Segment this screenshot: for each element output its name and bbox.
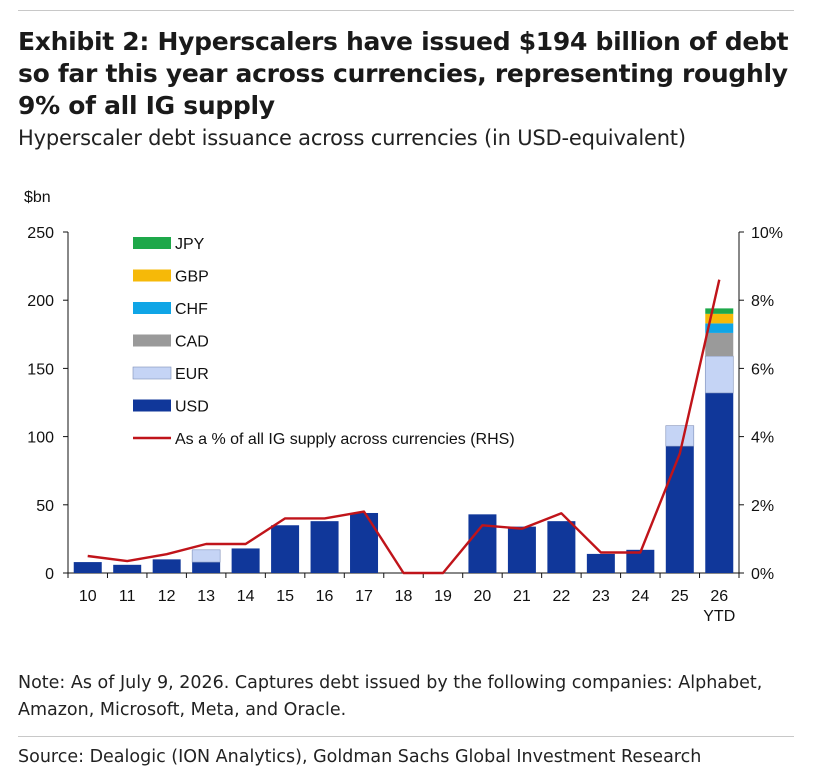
bar-usd [271,525,300,573]
bar-chf [705,323,734,333]
legend-label-jpy: JPY [175,236,205,253]
bar-usd [547,521,576,573]
x-axis-tick-label: 18 [395,588,413,605]
x-axis-tick-label: 26 [710,588,728,605]
legend-label-ig-share: As a % of all IG supply across currencie… [175,431,515,448]
left-axis-tick-label: 50 [36,498,54,515]
bottom-rule [18,736,794,737]
legend-swatch-cad [133,334,171,347]
x-axis-tick-label: 23 [592,588,610,605]
chart-legend: JPY GBP CHF CAD EUR USD As a % of all IG suppl… [132,236,515,448]
legend-label-eur: EUR [175,366,209,383]
exhibit-title: Exhibit 2: Hyperscalers have issued $194… [18,27,789,120]
chart-source: Source: Dealogic (ION Analytics), Goldma… [18,747,702,767]
right-axis-tick-label: 8% [751,293,774,310]
chart-subtitle: Hyperscaler debt issuance across currenc… [18,126,686,150]
legend-label-usd: USD [175,399,209,416]
legend-label-gbp: GBP [175,269,209,286]
right-axis-tick-label: 2% [751,498,774,515]
top-rule [18,10,794,11]
left-axis-tick-label: 0 [45,566,54,583]
left-axis-tick-label: 200 [27,293,54,310]
legend-label-chf: CHF [175,301,208,318]
x-axis-tick-label: 12 [158,588,176,605]
bar-usd [665,446,694,573]
bar-usd [73,562,102,573]
x-axis-tick-label: 22 [552,588,570,605]
chart-axes: $bn 0 50 100 150 200 250 0% 2% 4% 6% 8% 10% 10 11 12 13 1… [24,189,783,625]
right-axis-tick-label: 4% [751,430,774,447]
bar-usd [350,512,379,573]
legend-swatch-jpy [133,237,171,249]
x-axis-tick-label: 19 [434,588,452,605]
bar-usd [192,562,221,573]
x-axis-tick-label: 21 [513,588,531,605]
x-axis-tick-label: 13 [197,588,215,605]
x-axis-tick-label: 14 [237,588,255,605]
line-series [87,279,721,575]
bar-usd [626,549,655,573]
right-axis-tick-label: 0% [751,566,774,583]
legend-swatch-gbp [133,269,171,282]
bar-usd [152,559,181,573]
x-axis-tick-label: 15 [276,588,294,605]
legend-swatch-eur [132,366,172,380]
x-axis-tick-label: 10 [79,588,97,605]
legend-swatch-chf [133,302,171,314]
chart-note: Note: As of July 9, 2026. Captures debt … [18,673,763,720]
bar-usd [705,392,734,573]
left-axis-tick-label: 250 [27,225,54,242]
x-axis-tick-label: 17 [355,588,373,605]
x-axis-tick-sublabel: YTD [703,608,735,625]
bar-jpy [705,308,734,314]
bar-eur [665,425,695,447]
x-axis-tick-label: 24 [631,588,649,605]
left-axis-tick-label: 150 [27,361,54,378]
bar-usd [586,553,615,573]
bar-usd [468,514,497,573]
x-axis-tick-label: 11 [119,588,136,605]
x-axis-tick-label: 25 [671,588,689,605]
issuance-chart: $bn 0 50 100 150 200 250 0% 2% 4% 6% 8% 10% 10 11 12 13 1… [24,189,783,625]
x-axis-tick-label: 20 [474,588,492,605]
left-axis-tick-label: 100 [27,430,54,447]
bar-cad [705,332,734,357]
bar-eur [191,549,221,563]
bar-eur [704,355,734,394]
ig-share-line [87,279,721,575]
x-axis-tick-label: 16 [316,588,334,605]
legend-swatch-usd [133,399,171,412]
right-axis-tick-label: 10% [751,225,783,242]
bar-usd [507,526,536,573]
right-axis-tick-label: 6% [751,361,774,378]
bar-usd [310,521,339,573]
left-axis-unit-label: $bn [24,189,51,206]
legend-label-cad: CAD [175,334,209,351]
bar-series [73,308,734,573]
bar-usd [231,548,260,573]
bar-usd [113,564,142,573]
bar-gbp [705,313,734,324]
